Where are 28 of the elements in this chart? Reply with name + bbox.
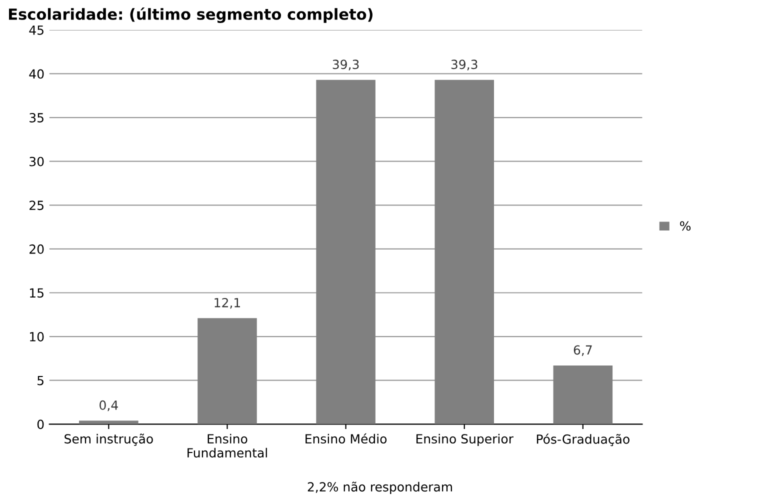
text: 2,2% não responderam [308, 482, 452, 494]
y-tick-label: 30 [30, 156, 44, 166]
data-label: 39,3 [332, 60, 359, 70]
y-tick-label: 15 [30, 288, 44, 298]
bar [434, 80, 494, 424]
data-label: 12,1 [214, 298, 240, 309]
y-tick-label: 10 [30, 332, 44, 342]
bar [79, 420, 138, 424]
y-tick-label: 25 [30, 200, 44, 210]
chart-title: Escolaridade: (último segmento completo) [9, 7, 372, 23]
y-tick-label: 45 [29, 26, 44, 35]
bar [553, 365, 613, 424]
data-label: 0,4 [100, 400, 118, 412]
x-tick-label: Ensino Médio [306, 433, 387, 444]
y-tick-label: 0 [37, 420, 44, 430]
x-tick-label: Sem instrução [64, 434, 153, 446]
x-tick-label: Pós-Graduação [536, 434, 630, 446]
y-tick-label: 40 [29, 69, 44, 79]
y-tick-label: 5 [38, 376, 44, 386]
x-tick-label: Ensino Fundamental [188, 434, 267, 458]
bar [198, 318, 257, 424]
data-label: 39,3 [451, 60, 478, 70]
data-label: 6,7 [574, 345, 592, 356]
y-tick-label: 35 [30, 113, 44, 122]
legend-label: % [680, 221, 691, 231]
x-tick-label: Ensino Superior [416, 434, 514, 446]
y-tick-label: 20 [30, 244, 44, 254]
bar [316, 80, 376, 424]
